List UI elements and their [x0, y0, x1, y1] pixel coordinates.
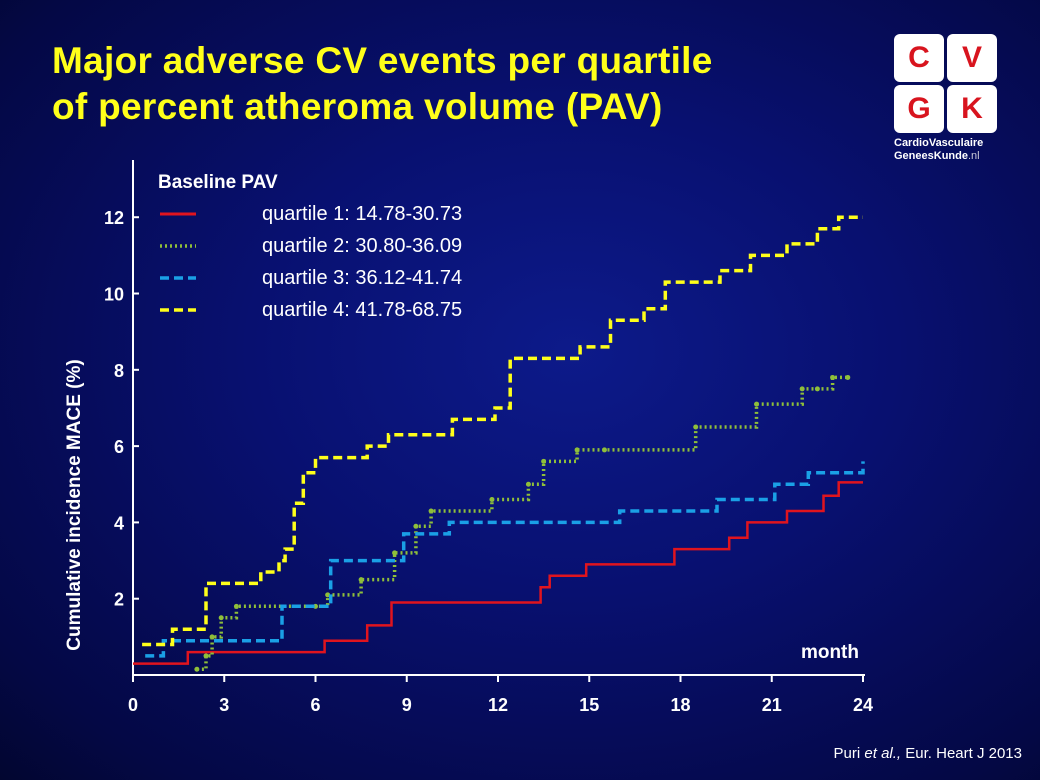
series-line-quartile-4: [142, 215, 863, 647]
series-point-quartile-2: [814, 386, 820, 392]
series-point-quartile-2: [218, 615, 224, 621]
x-tick-label: 0: [128, 695, 138, 715]
series-point-quartile-2: [325, 592, 331, 598]
legend-item-quartile-2: quartile 2: 30.80-36.09: [158, 230, 462, 262]
legend-label-quartile-4: quartile 4: 41.78-68.75: [262, 298, 463, 321]
y-tick-label: 12: [104, 208, 124, 228]
legend-item-quartile-1: quartile 1: 14.78-30.73: [158, 198, 462, 230]
logo-letter-v: V: [947, 34, 997, 82]
series-point-quartile-2: [799, 386, 805, 392]
logo-letter-c: C: [894, 34, 944, 82]
series-point-quartile-2: [525, 481, 531, 487]
series-point-quartile-2: [413, 523, 419, 529]
title-line-2: of percent atheroma volume (PAV): [52, 86, 663, 127]
logo-caption-name: GeneesKunde: [894, 150, 968, 162]
x-tick-label: 21: [762, 695, 782, 715]
logo-letter-k: K: [947, 85, 997, 133]
series-point-quartile-2: [233, 603, 239, 609]
series-point-quartile-2: [830, 374, 836, 380]
x-tick-label: 18: [670, 695, 690, 715]
x-tick-label: 15: [579, 695, 599, 715]
legend-label-quartile-2: quartile 2: 30.80-36.09: [262, 234, 463, 257]
x-tick-label: 6: [310, 695, 320, 715]
series-point-quartile-2: [489, 497, 495, 503]
series-point-quartile-2: [845, 374, 851, 380]
series-point-quartile-2: [601, 447, 607, 453]
series-point-quartile-2: [358, 577, 364, 583]
series-point-quartile-2: [541, 458, 547, 464]
logo-caption-line-1: CardioVasculaire: [894, 137, 984, 149]
logo-letter-g: G: [894, 85, 944, 133]
legend-label-quartile-1: quartile 1: 14.78-30.73: [262, 202, 463, 225]
series-point-quartile-2: [203, 653, 209, 659]
y-tick-label: 6: [114, 437, 124, 457]
legend-swatch-quartile-2: [160, 244, 196, 248]
series-point-quartile-2: [392, 550, 398, 556]
series-line-quartile-2: [196, 375, 848, 672]
y-tick-label: 10: [104, 285, 124, 305]
cvgk-logo: C V G K CardioVasculaire GeneesKunde.nl: [894, 34, 998, 163]
legend-title: Baseline PAV: [158, 172, 278, 193]
series-point-quartile-2: [428, 508, 434, 514]
citation-etal: et al.,: [860, 745, 902, 762]
legend-item-quartile-4: quartile 4: 41.78-68.75: [158, 294, 462, 326]
x-tick-label: 9: [402, 695, 412, 715]
citation: Puri et al., Eur. Heart J 2013: [834, 745, 1022, 762]
citation-author: Puri: [833, 745, 861, 762]
series-point-quartile-2: [194, 666, 200, 672]
series-point-quartile-2: [209, 634, 215, 640]
series-line-quartile-3: [145, 461, 865, 658]
y-tick-label: 4: [114, 513, 124, 533]
y-tick-label: 8: [114, 361, 124, 381]
citation-source: Eur. Heart J 2013: [901, 745, 1022, 762]
series-point-quartile-2: [693, 424, 699, 430]
logo-caption-line-2: GeneesKunde.nl: [894, 150, 998, 163]
legend-item-quartile-3: quartile 3: 36.12-41.74: [158, 262, 462, 294]
legend-label-quartile-3: quartile 3: 36.12-41.74: [262, 266, 463, 289]
series-line-quartile-1: [133, 481, 863, 665]
legend-swatch-quartile-3: [160, 276, 196, 280]
title-line-1: Major adverse CV events per quartile: [52, 40, 713, 81]
x-tick-label: 12: [488, 695, 508, 715]
chart-legend: Baseline PAV quartile 1: 14.78-30.73 qua…: [158, 172, 462, 326]
x-tick-label: 24: [853, 695, 873, 715]
x-tick-label: 3: [219, 695, 229, 715]
logo-caption-suffix: .nl: [967, 150, 980, 162]
logo-caption: CardioVasculaire GeneesKunde.nl: [894, 137, 998, 163]
legend-swatch-quartile-4: [160, 308, 196, 312]
series-point-quartile-2: [754, 401, 760, 407]
y-tick-label: 2: [114, 590, 124, 610]
slide-title: Major adverse CV events per quartile of …: [52, 38, 713, 130]
legend-swatch-quartile-1: [160, 212, 196, 216]
series-point-quartile-2: [574, 447, 580, 453]
y-axis-label: Cumulative incidence MACE (%): [64, 359, 85, 650]
x-axis-label: month: [801, 642, 859, 663]
